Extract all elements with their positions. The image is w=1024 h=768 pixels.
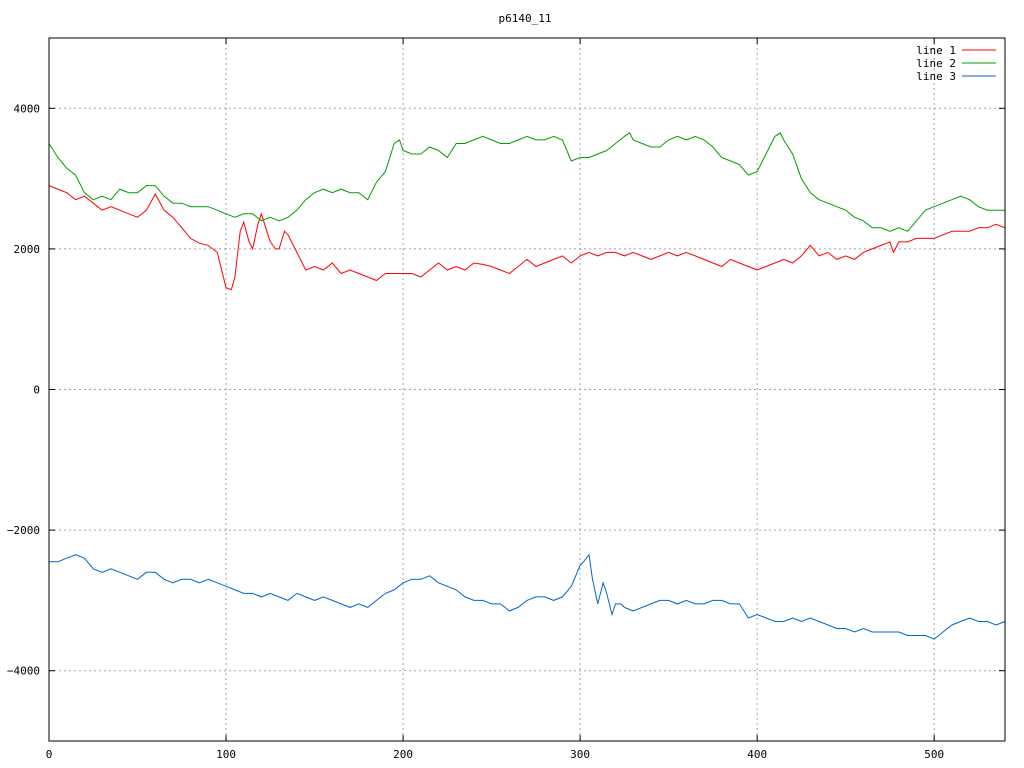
grid — [49, 38, 1005, 741]
x-tick-label: 100 — [216, 748, 236, 761]
x-tick-label: 200 — [393, 748, 413, 761]
legend-label: line 2 — [916, 57, 956, 70]
y-tick-label: 2000 — [14, 243, 41, 256]
y-tick-label: 4000 — [14, 102, 41, 115]
legend-label: line 3 — [916, 70, 956, 83]
series-line-1 — [48, 185, 1006, 291]
x-tick-label: 400 — [747, 748, 767, 761]
chart-title: p6140_11 — [499, 12, 552, 25]
series-line-3 — [49, 553, 1006, 640]
legend-label: line 1 — [916, 44, 956, 57]
x-tick-label: 300 — [570, 748, 590, 761]
axis-ticks: 0 100 200 300 400 500 −4000 −2000 0 2000 4000 — [7, 38, 1005, 761]
series-line-2 — [48, 132, 1005, 232]
x-tick-label: 0 — [46, 748, 53, 761]
y-tick-label: −4000 — [7, 665, 40, 678]
y-tick-label: −2000 — [7, 524, 40, 537]
series-group — [48, 132, 1006, 640]
y-tick-label: 0 — [33, 384, 40, 397]
x-tick-label: 500 — [924, 748, 944, 761]
